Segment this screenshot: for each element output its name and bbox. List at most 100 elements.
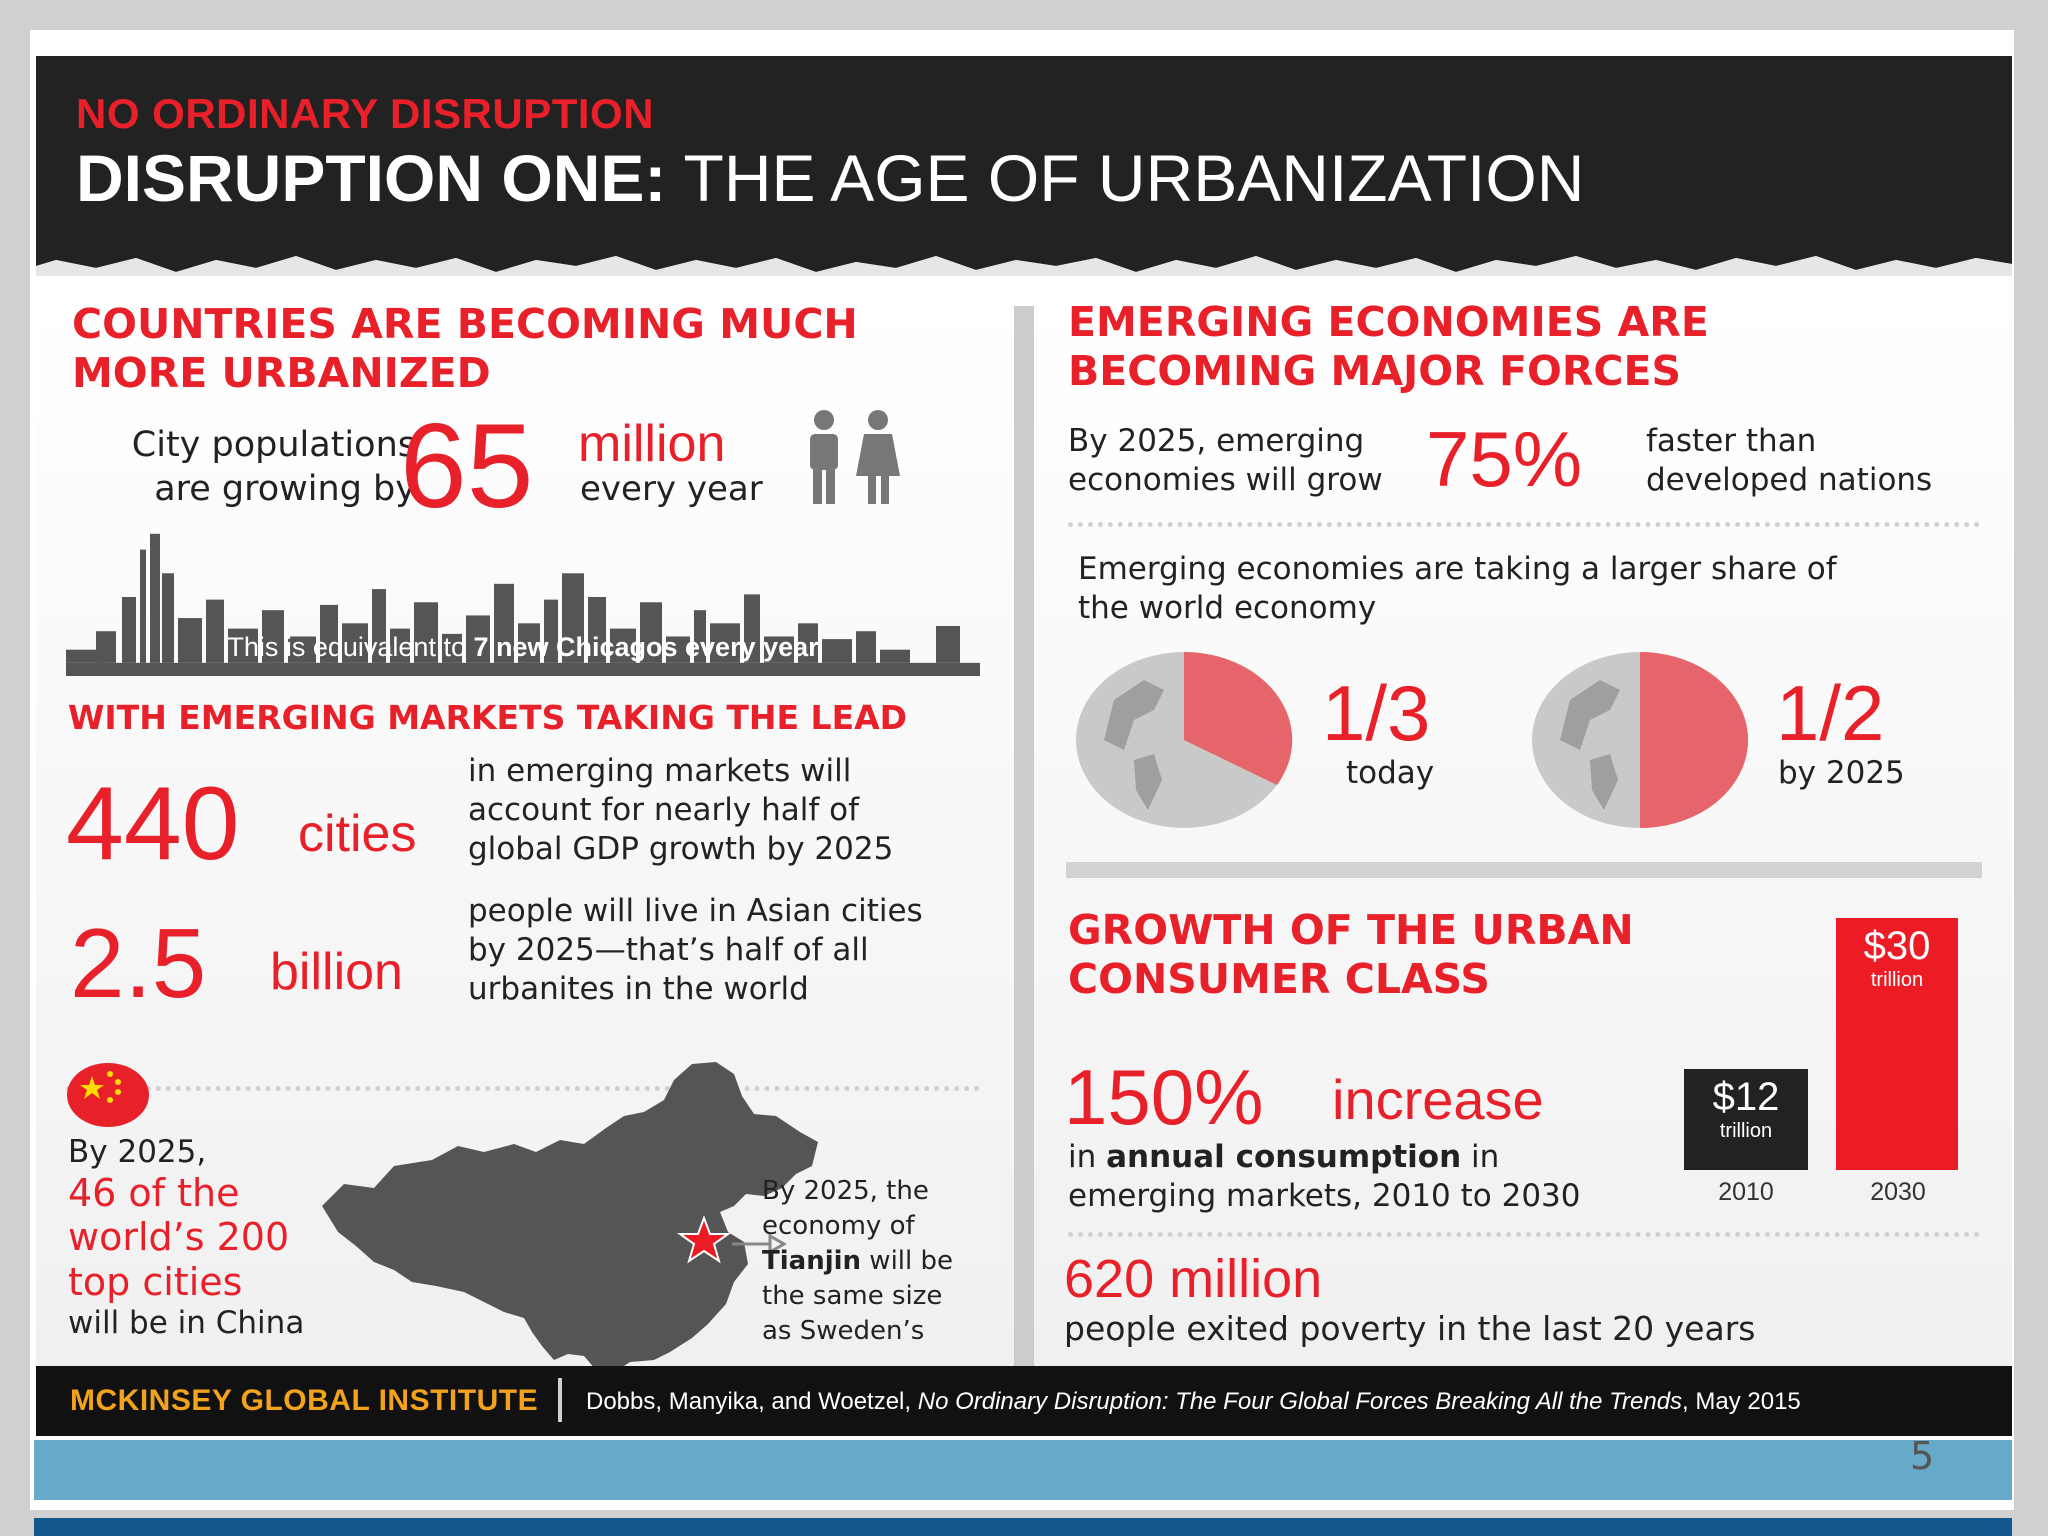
skyline-caption-plain: This is equivalent to	[227, 632, 474, 662]
grow-after-line: developed nations	[1646, 461, 1933, 498]
infographic-header: NO ORDINARY DISRUPTION DISRUPTION ONE: T…	[36, 56, 2012, 256]
footer-org: MCKINSEY GLOBAL INSTITUTE	[70, 1384, 539, 1417]
bar-value-label: $30	[1863, 924, 1931, 968]
cities-unit: cities	[298, 805, 417, 863]
increase-number: 150%	[1064, 1053, 1264, 1141]
page-number: 5	[1910, 1434, 1935, 1478]
title-rest: THE AGE OF URBANIZATION	[666, 141, 1585, 215]
tianjin-bold: Tianjin	[762, 1246, 862, 1277]
consumption-pre: in	[1068, 1139, 1107, 1175]
pie-2025-label: by 2025	[1778, 755, 1905, 791]
torn-edge	[36, 246, 2012, 276]
bar-unit-label: trillion	[1870, 969, 1924, 991]
infographic: NO ORDINARY DISRUPTION DISRUPTION ONE: T…	[36, 56, 2012, 1436]
grow-number: 75%	[1426, 415, 1583, 503]
cite-plain: Dobbs, Manyika, and Woetzel,	[586, 1388, 918, 1415]
heading-urbanized: COUNTRIES ARE BECOMING MUCH MORE URBANIZ…	[72, 300, 858, 398]
billion-text-line: by 2025—that’s half of all	[468, 931, 869, 968]
bar-value-label: $12	[1712, 1075, 1780, 1119]
city-pop-text: City populations are growing by	[66, 424, 416, 512]
share-line: the world economy	[1078, 589, 1377, 626]
consumption-text: in annual consumption in emerging market…	[1068, 1138, 1581, 1216]
grow-line: economies will grow	[1068, 461, 1383, 498]
heading-emerging-economies: EMERGING ECONOMIES ARE BECOMING MAJOR FO…	[1068, 298, 1709, 396]
billion-number: 2.5	[70, 908, 207, 1018]
bar-year-label: 2030	[1870, 1178, 1926, 1206]
cite-end: , May 2015	[1682, 1388, 1801, 1415]
bar-2010: $12 trillion	[1684, 1069, 1808, 1170]
cities-number: 440	[66, 766, 240, 882]
billion-text-line: people will live in Asian cities	[468, 893, 923, 929]
china-flag-icon	[67, 1063, 149, 1127]
pie-2025-fraction: 1/2	[1776, 669, 1885, 757]
chicago-skyline-graphic	[66, 533, 980, 676]
city-pop-line2: are growing by	[154, 468, 416, 509]
city-pop-number: 65	[400, 399, 534, 533]
grow-line: By 2025, emerging	[1068, 423, 1365, 459]
heading-emerging-markets: WITH EMERGING MARKETS TAKING THE LEAD	[68, 698, 908, 737]
pie-today-fraction: 1/3	[1322, 669, 1431, 757]
city-pop-line1: City populations	[131, 425, 416, 465]
page-title: DISRUPTION ONE: THE AGE OF URBANIZATION	[76, 140, 1584, 216]
heading-line: BECOMING MAJOR FORCES	[1068, 347, 1682, 396]
china-line: By 2025,	[68, 1134, 207, 1170]
footer-separator	[558, 1378, 562, 1422]
consumption-line: emerging markets, 2010 to 2030	[1068, 1177, 1581, 1214]
china-red-line: world’s 200	[68, 1215, 290, 1260]
cities-text: in emerging markets will account for nea…	[468, 752, 893, 868]
heading-line: COUNTRIES ARE BECOMING MUCH	[72, 300, 858, 348]
dotted-divider	[66, 1086, 980, 1091]
title-bold: DISRUPTION ONE:	[76, 141, 667, 215]
footer-citation: Dobbs, Manyika, and Woetzel, No Ordinary…	[586, 1388, 1801, 1416]
china-map-graphic	[322, 1062, 818, 1390]
increase-word: increase	[1332, 1068, 1544, 1131]
skyline-caption: This is equivalent to 7 new Chicagos eve…	[66, 632, 980, 663]
heading-line: GROWTH OF THE URBAN	[1068, 906, 1634, 954]
heading-line: CONSUMER CLASS	[1068, 955, 1490, 1004]
dotted-divider	[1068, 1232, 1980, 1237]
section-divider	[1066, 862, 1982, 878]
grow-text: By 2025, emerging economies will grow	[1068, 422, 1383, 500]
cite-italic: No Ordinary Disruption: The Four Global …	[917, 1388, 1683, 1415]
city-pop-suffix: every year	[580, 469, 763, 509]
poverty-text: people exited poverty in the last 20 yea…	[1064, 1309, 1756, 1348]
heading-urban-consumer: GROWTH OF THE URBAN CONSUMER CLASS	[1068, 906, 1634, 1004]
share-line: Emerging economies are taking a larger s…	[1078, 551, 1837, 587]
bar-unit-label: trillion	[1719, 1120, 1773, 1142]
pie-today-label: today	[1346, 755, 1435, 791]
bar-2030: $30 trillion	[1836, 918, 1958, 1170]
column-divider	[1014, 306, 1034, 1402]
tianjin-line: the same size	[762, 1281, 943, 1312]
china-red-line: top cities	[68, 1260, 243, 1305]
infographic-footer: MCKINSEY GLOBAL INSTITUTE Dobbs, Manyika…	[36, 1366, 2012, 1436]
cities-text-line: global GDP growth by 2025	[468, 830, 894, 867]
people-icon	[810, 410, 900, 504]
dotted-divider	[1068, 522, 1980, 527]
consumption-line: in annual consumption in	[1068, 1138, 1581, 1177]
city-pop-unit: million	[578, 415, 726, 473]
china-red-line: 46 of the	[68, 1170, 240, 1215]
pie-2025	[1532, 652, 1748, 828]
heading-line: MORE URBANIZED	[72, 349, 491, 398]
pie-today	[1076, 651, 1293, 828]
tianjin-line: Tianjin will be	[762, 1244, 953, 1279]
slide-accent-band	[34, 1440, 2012, 1500]
china-line: will be in China	[68, 1305, 305, 1342]
consumption-post: in	[1461, 1139, 1500, 1175]
heading-line: EMERGING ECONOMIES ARE	[1068, 298, 1709, 346]
tianjin-line: economy of	[762, 1211, 915, 1242]
tianjin-line: By 2025, the	[762, 1176, 929, 1206]
poverty-number: 620 million	[1064, 1249, 1323, 1309]
billion-unit: billion	[270, 943, 403, 1001]
share-text: Emerging economies are taking a larger s…	[1078, 550, 1837, 628]
skyline-caption-bold: 7 new Chicagos every year	[473, 632, 819, 662]
kicker: NO ORDINARY DISRUPTION	[76, 90, 655, 137]
consumption-bold: annual consumption	[1106, 1139, 1462, 1175]
tianjin-rest: will be	[861, 1246, 954, 1277]
grow-after-line: faster than	[1646, 423, 1817, 459]
cities-text-line: in emerging markets will	[468, 753, 852, 789]
cities-text-line: account for nearly half of	[468, 791, 860, 828]
billion-text-line: urbanites in the world	[468, 970, 809, 1007]
billion-text: people will live in Asian cities by 2025…	[468, 892, 923, 1008]
